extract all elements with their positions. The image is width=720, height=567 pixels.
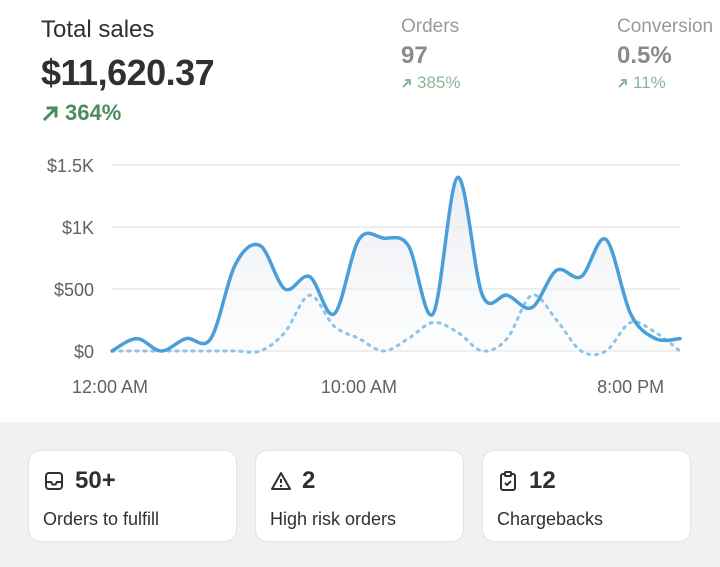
conversion-change: 11% [617, 73, 713, 93]
sales-data-point[interactable] [403, 241, 413, 251]
chargebacks-count: 12 [529, 467, 556, 494]
x-tick-label: 8:00 PM [597, 377, 664, 397]
x-tick-label: 12:00 AM [72, 377, 148, 397]
y-tick-label: $1K [62, 218, 94, 238]
arrow-up-right-icon [401, 77, 413, 89]
sales-data-point[interactable] [601, 234, 611, 244]
sales-data-point[interactable] [280, 284, 290, 294]
total-sales-label: Total sales [41, 16, 155, 43]
sales-data-point[interactable] [329, 309, 339, 319]
series-area [112, 177, 680, 351]
sales-data-point[interactable] [107, 346, 117, 356]
sales-data-point[interactable] [453, 172, 463, 182]
chargebacks-label: Chargebacks [497, 509, 604, 529]
total-sales-value: $11,620.37 [41, 52, 215, 93]
total-sales-change: 364% [41, 100, 121, 126]
sales-data-point[interactable] [626, 309, 636, 319]
arrow-up-right-icon [617, 77, 629, 89]
sales-data-point[interactable] [230, 259, 240, 269]
sales-data-point[interactable] [354, 234, 364, 244]
conversion-change-value: 11% [633, 73, 666, 92]
sales-data-point[interactable] [379, 233, 389, 243]
sales-data-point[interactable] [477, 290, 487, 300]
y-tick-label: $1.5K [47, 156, 94, 176]
sales-data-point[interactable] [675, 334, 685, 344]
comparison-series-line [110, 293, 682, 357]
high-risk-orders-count: 2 [302, 467, 316, 494]
conversion-label: Conversion [617, 16, 714, 37]
warning-icon [270, 470, 292, 492]
sales-data-point[interactable] [650, 334, 660, 344]
sales-data-point[interactable] [552, 265, 562, 275]
sales-data-point[interactable] [527, 303, 537, 313]
orders-to-fulfill-label: Orders to fulfill [43, 509, 160, 529]
sales-data-point[interactable] [132, 334, 142, 344]
orders-to-fulfill-card[interactable]: 50+ Orders to fulfill [28, 450, 237, 542]
sales-data-point[interactable] [255, 241, 265, 251]
high-risk-orders-card[interactable]: 2 High risk orders [255, 450, 464, 542]
orders-to-fulfill-count: 50+ [75, 467, 116, 494]
sales-data-point[interactable] [305, 272, 315, 282]
sales-data-point[interactable] [428, 309, 438, 319]
orders-change-value: 385% [417, 73, 461, 92]
orders-change: 385% [401, 73, 460, 93]
y-tick-label: $500 [54, 280, 94, 300]
sales-data-point[interactable] [502, 290, 512, 300]
chargebacks-card[interactable]: 12 Chargebacks [482, 450, 691, 542]
conversion-metric[interactable]: Conversion 0.5% 11% [617, 16, 713, 93]
sales-overview-panel: Total sales $11,620.37 364% Orders 97 38… [0, 16, 720, 400]
high-risk-orders-label: High risk orders [270, 509, 397, 529]
sales-data-point[interactable] [576, 272, 586, 282]
arrow-up-right-icon [41, 103, 61, 123]
orders-label: Orders [401, 16, 460, 37]
y-tick-label: $0 [74, 342, 94, 362]
sales-data-point[interactable] [206, 334, 216, 344]
clipboard-icon [497, 470, 519, 492]
sales-line-chart[interactable]: $1.5K $1K $500 $0 12:00 AM 10:00 AM 8:00 PM [0, 150, 720, 400]
sales-data-point[interactable] [181, 334, 191, 344]
inbox-icon [43, 470, 65, 492]
total-sales-change-value: 364% [65, 100, 122, 125]
orders-metric[interactable]: Orders 97 385% [401, 16, 460, 93]
conversion-value: 0.5% [617, 42, 672, 69]
sales-data-point[interactable] [156, 346, 166, 356]
x-tick-label: 10:00 AM [321, 377, 397, 397]
sales-series-line [110, 175, 682, 353]
orders-value: 97 [401, 42, 428, 69]
